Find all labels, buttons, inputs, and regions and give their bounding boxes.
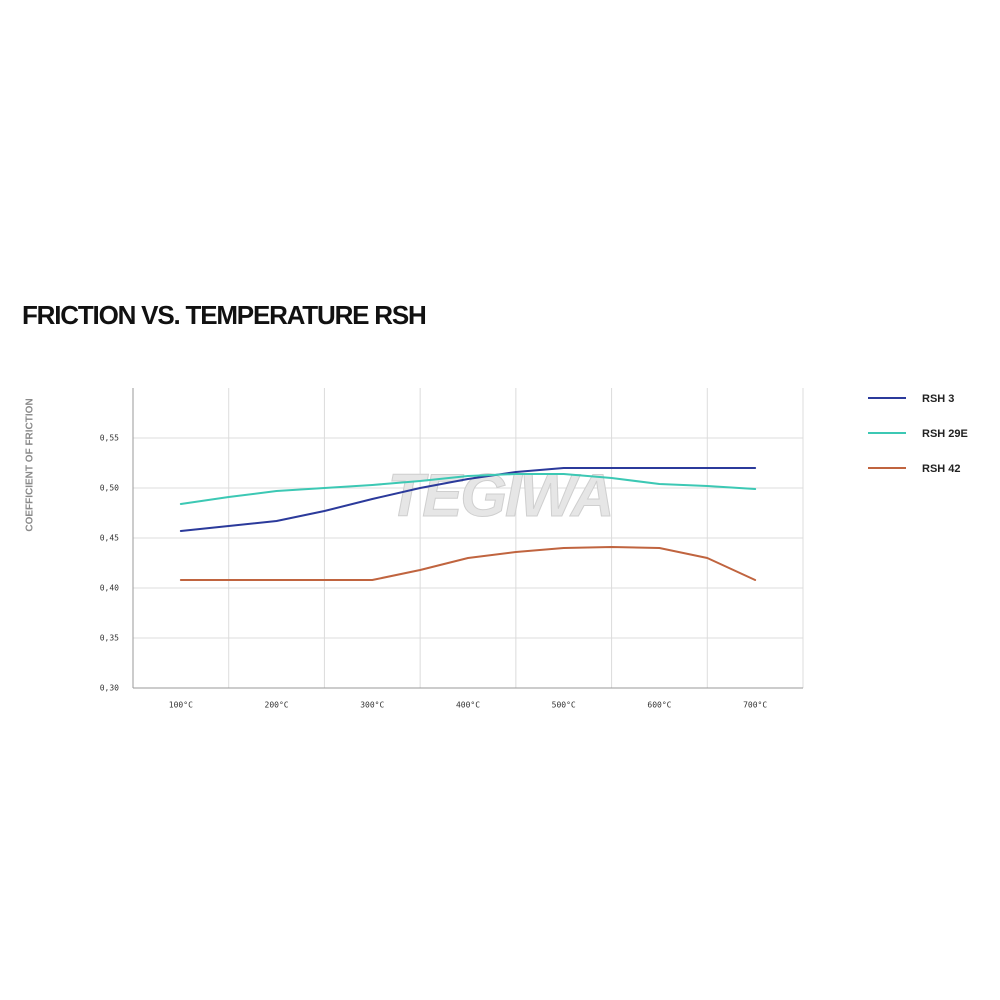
y-tick-label: 0,45: [100, 534, 119, 543]
x-tick-label: 100°C: [169, 701, 193, 710]
chart-title: FRICTION VS. TEMPERATURE RSH: [22, 300, 426, 330]
x-tick-label: 300°C: [360, 701, 384, 710]
series-line: [179, 473, 757, 505]
x-tick-label: 400°C: [456, 701, 480, 710]
x-tick-label: 200°C: [265, 701, 289, 710]
legend-label: RSH 29E: [922, 428, 968, 440]
y-tick-label: 0,30: [100, 684, 119, 693]
y-tick-label: 0,40: [100, 584, 119, 593]
y-tick-label: 0,35: [100, 634, 119, 643]
legend-label: RSH 42: [922, 463, 961, 475]
y-tick-label: 0,50: [100, 484, 119, 493]
legend-label: RSH 3: [922, 393, 954, 405]
x-tick-label: 500°C: [552, 701, 576, 710]
y-tick-label: 0,55: [100, 434, 119, 443]
series-line: [179, 467, 757, 532]
x-tick-label: 600°C: [647, 701, 671, 710]
watermark: TEGIWA: [388, 462, 613, 529]
series-line: [179, 546, 757, 581]
x-tick-label: 700°C: [743, 701, 767, 710]
y-axis-label: COEFFICIENT OF FRICTION: [25, 398, 36, 531]
